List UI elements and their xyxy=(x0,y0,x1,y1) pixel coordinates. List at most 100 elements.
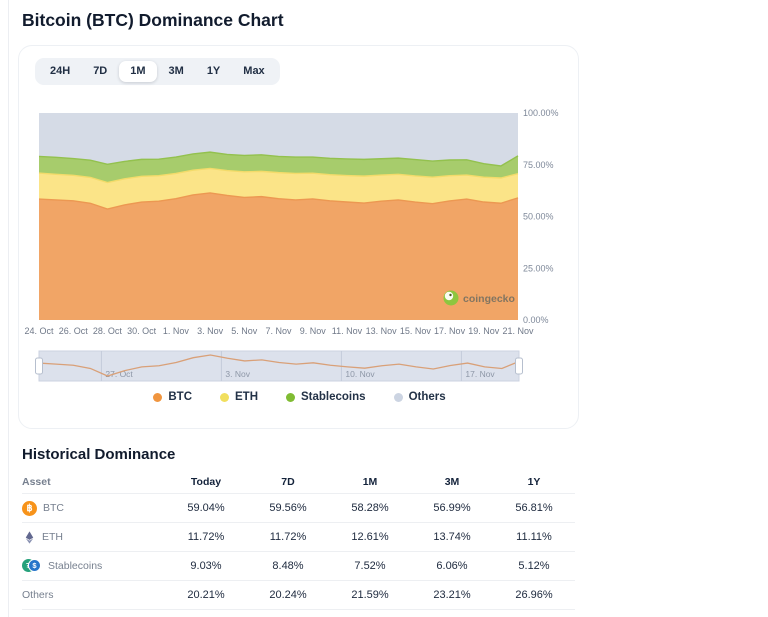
x-axis-label: 17. Nov xyxy=(434,326,466,336)
others-3m-value: 23.21% xyxy=(433,589,471,601)
table-row-stablecoins: ₮ $ Stablecoins 9.03% 8.48% 7.52% 6.06% … xyxy=(22,552,575,581)
area-btc[interactable] xyxy=(39,192,518,320)
btc-coin-icon: ฿ xyxy=(22,500,37,516)
btc-today-value: 59.04% xyxy=(187,502,225,514)
legend-label: BTC xyxy=(168,391,192,403)
column-header-3m: 3M xyxy=(444,475,460,488)
asset-label: Stablecoins xyxy=(48,560,103,572)
y-axis-label: 25.00% xyxy=(523,263,554,273)
chart-navigator[interactable]: 27. Oct 3. Nov 10. Nov 17. Nov xyxy=(19,349,577,387)
table-row-others: Others 20.21% 20.24% 21.59% 23.21% 26.96… xyxy=(22,581,575,610)
table-row-btc: ฿ BTC 59.04% 59.56% 58.28% 56.99% 56.81% xyxy=(22,494,575,523)
column-header-today: Today xyxy=(190,475,222,488)
eth-dot-icon xyxy=(220,392,229,402)
x-axis-label: 1. Nov xyxy=(163,326,190,336)
others-7d-value: 20.24% xyxy=(269,589,307,601)
dominance-area-chart[interactable]: 100.00% 75.00% 50.00% 25.00% 0.00% 24. Oct 26.… xyxy=(19,106,577,346)
y-axis-label: 100.00% xyxy=(523,108,559,118)
x-axis-label: 7. Nov xyxy=(265,326,292,336)
series-line xyxy=(38,151,519,167)
x-axis-label: 30. Oct xyxy=(127,326,157,336)
table-header-row: Asset Today 7D 1M 3M 1Y xyxy=(22,470,575,494)
btc-1y-value: 56.81% xyxy=(515,502,553,514)
btc-3m-value: 56.99% xyxy=(433,502,471,514)
eth-coin-icon xyxy=(22,530,36,544)
stablecoins-1m-value: 7.52% xyxy=(354,560,386,572)
legend-item-others[interactable]: Others xyxy=(393,391,446,403)
asset-label: Others xyxy=(22,589,54,601)
x-axis-label: 15. Nov xyxy=(400,326,432,336)
coingecko-watermark: coingecko xyxy=(443,290,515,306)
column-header-asset: Asset xyxy=(22,475,51,488)
x-axis-label: 26. Oct xyxy=(59,326,89,336)
historical-dominance-table: Asset Today 7D 1M 3M 1Y ฿ BTC 59.04% 59.… xyxy=(22,470,575,610)
asset-label: BTC xyxy=(43,502,64,514)
chart-card: 24H 7D 1M 3M 1Y Max 100.00% 75.00% 50.00% 2… xyxy=(18,45,579,429)
y-axis-label: 0.00% xyxy=(523,315,549,325)
navigator-track[interactable] xyxy=(38,350,520,382)
x-axis-label: 3. Nov xyxy=(197,326,224,336)
x-axis-label: 28. Oct xyxy=(93,326,123,336)
x-axis-label: 24. Oct xyxy=(24,326,54,336)
table-title: Historical Dominance xyxy=(22,446,176,463)
eth-1m-value: 12.61% xyxy=(351,531,389,543)
navigator-btc-line xyxy=(38,354,520,377)
stablecoins-1y-value: 5.12% xyxy=(518,560,550,572)
btc-7d-value: 59.56% xyxy=(269,502,307,514)
svg-text:coingecko: coingecko xyxy=(463,293,515,305)
range-button-24h[interactable]: 24H xyxy=(39,61,81,82)
navigator-date-label: 27. Oct xyxy=(105,369,133,379)
table-row-eth: ETH 11.72% 11.72% 12.61% 13.74% 11.11% xyxy=(22,523,575,552)
legend-label: Others xyxy=(408,391,446,403)
asset-label: ETH xyxy=(42,531,63,543)
x-axis-label: 5. Nov xyxy=(231,326,258,336)
range-button-1y[interactable]: 1Y xyxy=(196,61,231,82)
y-axis-label: 75.00% xyxy=(523,160,554,170)
x-axis-label: 13. Nov xyxy=(366,326,398,336)
stablecoins-coin-icon: ₮ $ xyxy=(22,559,42,573)
navigator-left-handle[interactable] xyxy=(35,357,43,375)
eth-today-value: 11.72% xyxy=(187,531,225,543)
legend-item-stablecoins[interactable]: Stablecoins xyxy=(286,391,366,403)
column-header-1m: 1M xyxy=(362,475,378,488)
stablecoins-dot-icon xyxy=(286,392,295,402)
area-eth[interactable] xyxy=(39,168,518,210)
page-title: Bitcoin (BTC) Dominance Chart xyxy=(22,10,284,30)
navigator-date-label: 3. Nov xyxy=(225,369,250,379)
range-button-7d[interactable]: 7D xyxy=(82,61,118,82)
legend-item-eth[interactable]: ETH xyxy=(220,391,258,403)
stablecoins-today-value: 9.03% xyxy=(190,560,222,572)
btc-1m-value: 58.28% xyxy=(351,502,389,514)
navigator-date-label: 17. Nov xyxy=(465,369,495,379)
btc-dot-icon xyxy=(153,392,163,402)
column-header-7d: 7D xyxy=(281,475,295,488)
y-axis-label: 50.00% xyxy=(523,212,554,222)
others-1m-value: 21.59% xyxy=(351,589,389,601)
stablecoins-3m-value: 6.06% xyxy=(436,560,468,572)
stablecoins-7d-value: 8.48% xyxy=(272,560,304,572)
x-axis-label: 11. Nov xyxy=(332,326,363,336)
legend-label: ETH xyxy=(235,391,258,403)
range-button-1m[interactable]: 1M xyxy=(119,61,157,82)
navigator-right-handle[interactable] xyxy=(515,357,523,375)
eth-3m-value: 13.74% xyxy=(433,531,471,543)
area-others[interactable] xyxy=(39,113,518,166)
x-axis-label: 21. Nov xyxy=(502,326,534,336)
column-header-1y: 1Y xyxy=(527,475,541,488)
series-line xyxy=(38,192,519,210)
range-button-3m[interactable]: 3M xyxy=(158,61,195,82)
range-button-max[interactable]: Max xyxy=(232,61,275,82)
navigator-date-label: 10. Nov xyxy=(345,369,375,379)
series-line xyxy=(38,167,519,184)
x-axis-label: 9. Nov xyxy=(300,326,327,336)
others-1y-value: 26.96% xyxy=(515,589,553,601)
others-today-value: 20.21% xyxy=(187,589,225,601)
others-dot-icon xyxy=(393,392,403,402)
legend-item-btc[interactable]: BTC xyxy=(153,391,192,403)
chart-legend: BTC ETH Stablecoins Others xyxy=(19,391,580,403)
eth-7d-value: 11.72% xyxy=(269,531,307,543)
range-selector: 24H 7D 1M 3M 1Y Max xyxy=(35,58,280,85)
left-rule xyxy=(8,0,9,617)
legend-label: Stablecoins xyxy=(301,391,366,403)
